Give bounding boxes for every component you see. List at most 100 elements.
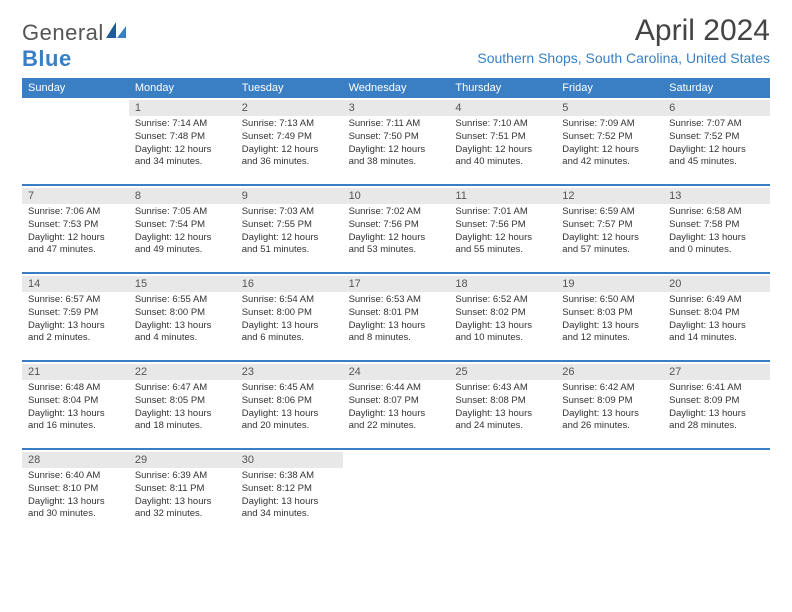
daylight-text: Daylight: 12 hours and 47 minutes. [28,232,123,258]
calendar-cell: 15Sunrise: 6:55 AMSunset: 8:00 PMDayligh… [129,274,236,360]
day-info: Sunrise: 6:39 AMSunset: 8:11 PMDaylight:… [135,470,230,521]
calendar-week: 1Sunrise: 7:14 AMSunset: 7:48 PMDaylight… [22,98,770,184]
day-number: 3 [343,100,450,116]
day-number: 5 [556,100,663,116]
page-header: General Blue April 2024 Southern Shops, … [22,14,770,72]
day-number: 27 [663,364,770,380]
calendar-cell [343,450,450,536]
daylight-text: Daylight: 13 hours and 26 minutes. [562,408,657,434]
month-title: April 2024 [477,14,770,48]
day-number: 23 [236,364,343,380]
sunrise-text: Sunrise: 6:47 AM [135,382,230,395]
calendar-cell: 3 Sunrise: 7:11 AMSunset: 7:50 PMDaylight… [343,98,450,184]
sunset-text: Sunset: 8:04 PM [669,307,764,320]
sunrise-text: Sunrise: 7:05 AM [135,206,230,219]
day-number: 12 [556,188,663,204]
weekday-header: Sunday Monday Tuesday Wednesday Thursday… [22,78,770,98]
day-number: 8 [129,188,236,204]
daylight-text: Daylight: 13 hours and 8 minutes. [349,320,444,346]
sunset-text: Sunset: 7:52 PM [669,131,764,144]
daylight-text: Daylight: 12 hours and 49 minutes. [135,232,230,258]
sunrise-text: Sunrise: 7:02 AM [349,206,444,219]
day-number: 10 [343,188,450,204]
calendar-cell: 29 Sunrise: 6:39 AMSunset: 8:11 PMDayligh… [129,450,236,536]
daylight-text: Daylight: 13 hours and 10 minutes. [455,320,550,346]
sunrise-text: Sunrise: 6:49 AM [669,294,764,307]
sunrise-text: Sunrise: 6:40 AM [28,470,123,483]
sunset-text: Sunset: 8:12 PM [242,483,337,496]
daylight-text: Daylight: 12 hours and 38 minutes. [349,144,444,170]
sunset-text: Sunset: 7:50 PM [349,131,444,144]
sunset-text: Sunset: 8:05 PM [135,395,230,408]
weekday-label: Tuesday [236,78,343,98]
daylight-text: Daylight: 12 hours and 51 minutes. [242,232,337,258]
daylight-text: Daylight: 13 hours and 6 minutes. [242,320,337,346]
sunrise-text: Sunrise: 7:06 AM [28,206,123,219]
sunset-text: Sunset: 7:58 PM [669,219,764,232]
sunrise-text: Sunrise: 7:09 AM [562,118,657,131]
sunset-text: Sunset: 7:56 PM [455,219,550,232]
calendar-cell: 2Sunrise: 7:13 AMSunset: 7:49 PMDaylight… [236,98,343,184]
day-info: Sunrise: 7:10 AMSunset: 7:51 PMDaylight:… [455,118,550,169]
day-number: 11 [449,188,556,204]
sunset-text: Sunset: 7:51 PM [455,131,550,144]
daylight-text: Daylight: 13 hours and 14 minutes. [669,320,764,346]
calendar-cell: 4Sunrise: 7:10 AMSunset: 7:51 PMDaylight… [449,98,556,184]
sunset-text: Sunset: 8:09 PM [669,395,764,408]
daylight-text: Daylight: 13 hours and 4 minutes. [135,320,230,346]
daylight-text: Daylight: 12 hours and 45 minutes. [669,144,764,170]
day-number: 6 [663,100,770,116]
sunrise-text: Sunrise: 6:42 AM [562,382,657,395]
day-number: 29 [129,452,236,468]
sunset-text: Sunset: 7:53 PM [28,219,123,232]
day-info: Sunrise: 7:11 AMSunset: 7:50 PMDaylight:… [349,118,444,169]
sunset-text: Sunset: 7:55 PM [242,219,337,232]
day-info: Sunrise: 6:40 AMSunset: 8:10 PMDaylight:… [28,470,123,521]
day-info: Sunrise: 7:02 AMSunset: 7:56 PMDaylight:… [349,206,444,257]
calendar-cell: 27Sunrise: 6:41 AMSunset: 8:09 PMDayligh… [663,362,770,448]
daylight-text: Daylight: 12 hours and 40 minutes. [455,144,550,170]
calendar-cell: 23Sunrise: 6:45 AMSunset: 8:06 PMDayligh… [236,362,343,448]
day-info: Sunrise: 7:14 AMSunset: 7:48 PMDaylight:… [135,118,230,169]
calendar-cell: 11Sunrise: 7:01 AMSunset: 7:56 PMDayligh… [449,186,556,272]
daylight-text: Daylight: 13 hours and 22 minutes. [349,408,444,434]
sunset-text: Sunset: 8:06 PM [242,395,337,408]
day-info: Sunrise: 7:07 AMSunset: 7:52 PMDaylight:… [669,118,764,169]
day-info: Sunrise: 7:03 AMSunset: 7:55 PMDaylight:… [242,206,337,257]
day-number: 2 [236,100,343,116]
sunset-text: Sunset: 7:57 PM [562,219,657,232]
calendar-cell [22,98,129,184]
day-info: Sunrise: 6:58 AMSunset: 7:58 PMDaylight:… [669,206,764,257]
sunset-text: Sunset: 7:56 PM [349,219,444,232]
calendar-cell: 28Sunrise: 6:40 AMSunset: 8:10 PMDayligh… [22,450,129,536]
weekday-label: Thursday [449,78,556,98]
day-info: Sunrise: 6:53 AMSunset: 8:01 PMDaylight:… [349,294,444,345]
calendar-cell: 6 Sunrise: 7:07 AMSunset: 7:52 PMDaylight… [663,98,770,184]
calendar-cell: 17Sunrise: 6:53 AMSunset: 8:01 PMDayligh… [343,274,450,360]
day-number: 30 [236,452,343,468]
day-number: 9 [236,188,343,204]
day-info: Sunrise: 6:48 AMSunset: 8:04 PMDaylight:… [28,382,123,433]
day-info: Sunrise: 6:50 AMSunset: 8:03 PMDaylight:… [562,294,657,345]
weekday-label: Monday [129,78,236,98]
calendar-cell: 8 Sunrise: 7:05 AMSunset: 7:54 PMDaylight… [129,186,236,272]
sunset-text: Sunset: 7:54 PM [135,219,230,232]
weekday-label: Sunday [22,78,129,98]
sunrise-text: Sunrise: 6:48 AM [28,382,123,395]
sunset-text: Sunset: 7:49 PM [242,131,337,144]
day-number: 7 [22,188,129,204]
sunset-text: Sunset: 7:52 PM [562,131,657,144]
sunset-text: Sunset: 7:59 PM [28,307,123,320]
day-info: Sunrise: 6:42 AMSunset: 8:09 PMDaylight:… [562,382,657,433]
sunset-text: Sunset: 8:01 PM [349,307,444,320]
calendar-grid: Sunday Monday Tuesday Wednesday Thursday… [22,78,770,536]
calendar-cell [556,450,663,536]
daylight-text: Daylight: 13 hours and 18 minutes. [135,408,230,434]
brand-part2: Blue [22,46,72,71]
day-info: Sunrise: 6:38 AMSunset: 8:12 PMDaylight:… [242,470,337,521]
calendar-week: 14Sunrise: 6:57 AMSunset: 7:59 PMDayligh… [22,272,770,360]
day-number: 25 [449,364,556,380]
sail-icon [106,20,128,46]
sunrise-text: Sunrise: 7:14 AM [135,118,230,131]
day-number: 20 [663,276,770,292]
